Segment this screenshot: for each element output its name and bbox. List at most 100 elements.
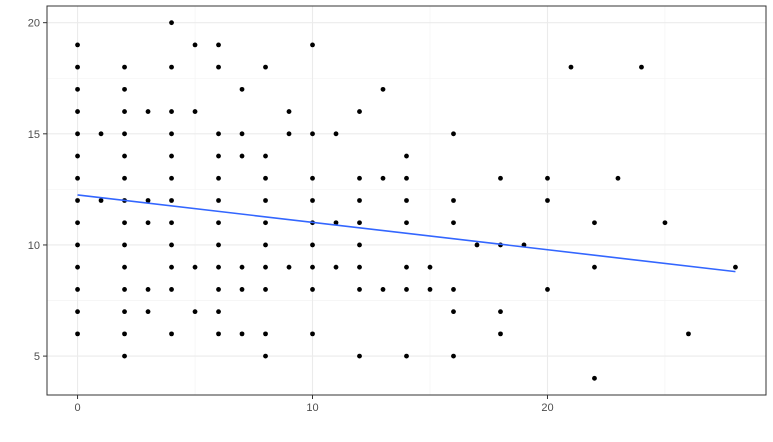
data-point [169, 109, 174, 114]
data-point [474, 242, 480, 248]
data-point [380, 175, 386, 181]
data-point [75, 175, 80, 181]
data-point [498, 175, 503, 181]
data-point [263, 220, 268, 226]
data-point [592, 375, 597, 381]
data-point [545, 198, 550, 203]
data-point [169, 175, 174, 181]
data-point [169, 198, 174, 203]
data-point [216, 309, 221, 315]
data-point [216, 331, 221, 337]
y-tick-label: 20 [28, 18, 40, 30]
x-axis: 0 10 20 [74, 395, 554, 414]
data-point [122, 309, 127, 315]
data-point [239, 153, 245, 159]
data-point [239, 131, 245, 137]
data-point [286, 131, 292, 137]
x-tick-label: 20 [541, 402, 553, 414]
data-point [75, 242, 80, 248]
data-point [404, 220, 409, 226]
data-point [169, 131, 174, 137]
data-point [239, 287, 245, 292]
data-point [686, 331, 691, 337]
data-point [263, 153, 268, 159]
data-point [145, 109, 151, 114]
data-point [75, 86, 80, 92]
data-point [145, 198, 151, 203]
data-point [216, 175, 221, 181]
data-point [192, 109, 198, 114]
data-point [592, 220, 597, 226]
data-point [169, 242, 174, 248]
data-point [357, 287, 362, 292]
data-point [216, 64, 221, 70]
data-point [545, 287, 550, 292]
data-point [75, 198, 80, 203]
data-point [239, 86, 245, 92]
data-point [427, 287, 433, 292]
data-point [592, 264, 597, 270]
data-point [568, 64, 574, 70]
data-point [498, 309, 503, 315]
data-point [498, 331, 503, 337]
data-point [145, 309, 151, 315]
data-point [145, 287, 151, 292]
data-point [286, 109, 292, 114]
data-point [122, 287, 127, 292]
data-point [122, 220, 127, 226]
data-point [263, 264, 268, 270]
data-point [310, 42, 315, 48]
data-point [122, 331, 127, 337]
data-point [286, 264, 292, 270]
data-point [169, 20, 174, 26]
data-point [169, 264, 174, 270]
data-point [145, 220, 151, 226]
data-point [404, 264, 409, 270]
data-point [122, 353, 127, 359]
data-point [98, 198, 104, 203]
data-point [639, 64, 644, 70]
data-point [263, 198, 268, 203]
data-point [169, 331, 174, 337]
data-point [404, 353, 409, 359]
data-point [310, 131, 315, 137]
data-point [310, 264, 315, 270]
data-point [75, 131, 80, 137]
data-point [615, 175, 621, 181]
data-point [122, 153, 127, 159]
data-point [404, 153, 409, 159]
data-point [216, 198, 221, 203]
data-point [98, 131, 104, 137]
data-point [310, 242, 315, 248]
data-point [75, 109, 80, 114]
data-point [451, 131, 456, 137]
data-point [333, 264, 339, 270]
data-point [404, 175, 409, 181]
data-point [122, 242, 127, 248]
data-point [169, 153, 174, 159]
data-point [75, 287, 80, 292]
data-point [122, 64, 127, 70]
data-point [451, 309, 456, 315]
data-point [310, 175, 315, 181]
data-point [122, 109, 127, 114]
data-point [357, 109, 362, 114]
data-point [75, 331, 80, 337]
data-point [216, 264, 221, 270]
data-point [75, 153, 80, 159]
data-point [216, 131, 221, 137]
x-tick-label: 10 [306, 402, 318, 414]
y-tick-label: 5 [34, 351, 40, 363]
data-point [192, 42, 198, 48]
data-point [122, 175, 127, 181]
data-point [239, 331, 245, 337]
x-tick-label: 0 [74, 402, 80, 414]
data-point [263, 175, 268, 181]
data-point [380, 86, 386, 92]
data-point [451, 220, 456, 226]
data-point [427, 264, 433, 270]
data-point [310, 331, 315, 337]
data-point [122, 264, 127, 270]
data-point [169, 220, 174, 226]
data-points [75, 20, 738, 381]
